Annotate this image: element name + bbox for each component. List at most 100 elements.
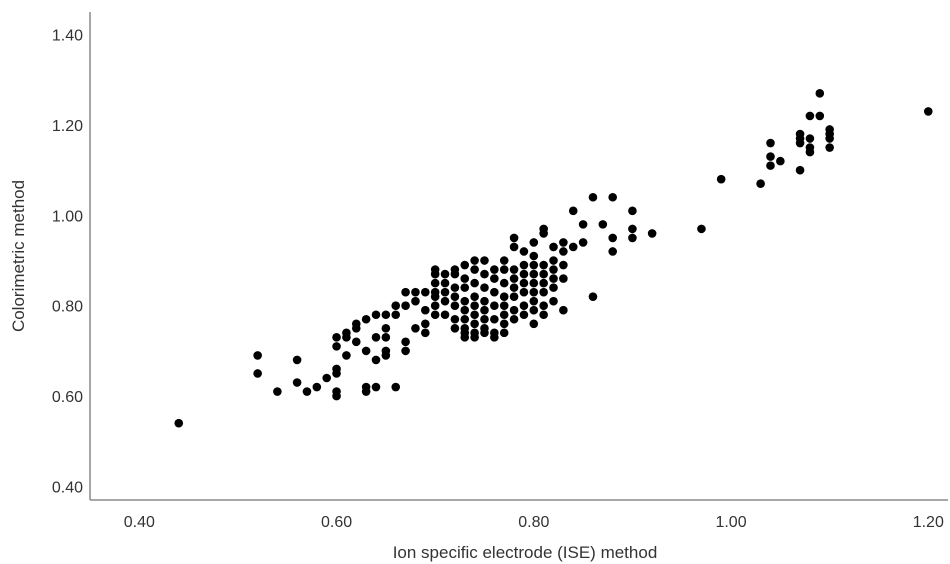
data-point (490, 333, 499, 342)
data-point (499, 301, 509, 311)
data-point (766, 161, 775, 170)
data-point (815, 89, 825, 98)
data-point (322, 373, 331, 383)
data-point (381, 310, 391, 320)
data-point (421, 305, 430, 315)
data-point (401, 301, 410, 311)
data-point (391, 301, 401, 311)
data-point (460, 274, 470, 283)
data-point (273, 387, 282, 396)
data-point (608, 233, 617, 243)
y-tick-label: 1.20 (52, 118, 83, 135)
data-point (470, 333, 479, 342)
data-point (411, 287, 420, 297)
data-point (529, 319, 539, 329)
data-point (312, 382, 322, 392)
data-point (430, 278, 440, 288)
data-point (460, 333, 470, 342)
data-point (411, 323, 420, 333)
data-point (470, 256, 479, 265)
data-point (253, 369, 262, 378)
y-tick-label: 0.60 (52, 389, 83, 406)
data-point (480, 314, 489, 324)
data-point (529, 305, 539, 315)
data-point (529, 238, 539, 247)
data-point (559, 305, 568, 315)
data-points (174, 89, 933, 428)
data-point (480, 256, 489, 265)
data-point (568, 242, 578, 252)
data-point (440, 287, 450, 297)
data-point (450, 292, 460, 301)
data-point (647, 229, 657, 238)
data-point (460, 314, 470, 324)
data-point (628, 233, 637, 243)
data-point (342, 333, 351, 342)
data-point (450, 301, 460, 311)
x-tick-label: 0.60 (321, 514, 352, 531)
y-tick-label: 1.40 (52, 28, 83, 45)
data-point (923, 107, 933, 116)
data-point (509, 274, 519, 283)
y-tick-label: 0.80 (52, 299, 83, 316)
data-point (381, 333, 391, 342)
data-point (795, 165, 805, 175)
data-point (559, 247, 568, 256)
data-point (411, 296, 420, 306)
data-point (539, 278, 548, 288)
data-point (460, 283, 470, 292)
data-point (578, 220, 588, 229)
data-point (371, 382, 381, 392)
data-point (499, 328, 509, 338)
data-point (568, 206, 578, 216)
data-point (825, 143, 834, 152)
data-point (559, 274, 568, 283)
data-point (470, 301, 479, 311)
data-point (499, 292, 509, 301)
data-point (480, 328, 489, 338)
data-point (480, 305, 489, 315)
data-point (381, 323, 391, 333)
data-point (549, 256, 558, 265)
data-point (578, 238, 588, 247)
data-point (549, 265, 558, 274)
data-point (549, 274, 558, 283)
data-point (302, 387, 312, 396)
data-point (697, 224, 706, 234)
data-point (470, 310, 479, 320)
data-point (539, 229, 548, 238)
data-point (470, 319, 479, 329)
data-point (509, 242, 519, 252)
data-point (361, 346, 371, 356)
data-point (499, 265, 509, 274)
data-point (371, 355, 381, 365)
data-point (351, 337, 361, 347)
data-point (460, 305, 470, 315)
y-tick-labels: 0.40 0.60 0.80 1.00 1.20 1.40 (52, 28, 83, 497)
data-point (539, 260, 548, 270)
data-point (509, 283, 519, 292)
data-point (381, 351, 391, 360)
data-point (174, 418, 184, 428)
x-tick-label: 1.20 (913, 514, 944, 531)
x-axis-label: Ion specific electrode (ISE) method (393, 543, 658, 562)
data-point (292, 355, 302, 365)
data-point (825, 134, 834, 143)
data-point (430, 269, 440, 279)
data-point (519, 287, 529, 297)
y-tick-label: 1.00 (52, 208, 83, 225)
data-point (480, 269, 489, 279)
y-axis-label: Colorimetric method (9, 180, 28, 332)
data-point (766, 152, 775, 161)
data-point (490, 301, 499, 311)
data-point (401, 337, 410, 347)
data-point (430, 310, 440, 320)
data-point (470, 278, 479, 288)
data-point (332, 369, 341, 378)
data-point (460, 296, 470, 306)
data-point (539, 287, 548, 297)
data-point (253, 351, 262, 360)
data-point (371, 310, 381, 320)
data-point (480, 296, 489, 306)
data-point (509, 265, 519, 274)
